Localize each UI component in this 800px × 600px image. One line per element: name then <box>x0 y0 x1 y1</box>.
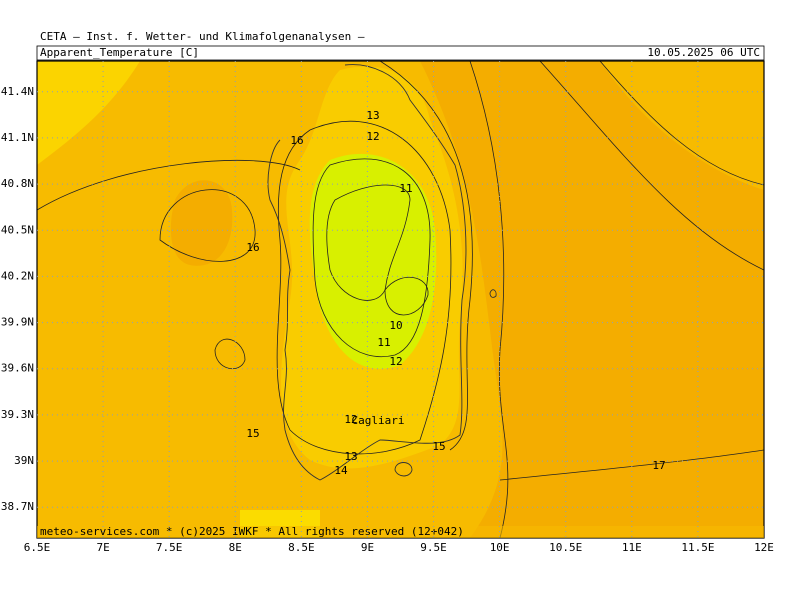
lon-tick-label: 12E <box>754 541 774 554</box>
contour-label: 15 <box>432 440 445 453</box>
contour-label: 14 <box>334 464 348 477</box>
contour-label: 16 <box>246 241 259 254</box>
contour-label: 15 <box>246 427 259 440</box>
source-title: CETA — Inst. f. Wetter- und Klimafolgena… <box>40 30 365 43</box>
lon-tick-label: 9.5E <box>420 541 447 554</box>
contour-label: 13 <box>344 450 357 463</box>
lat-tick-label: 41.4N <box>1 85 34 98</box>
lon-tick-label: 7.5E <box>156 541 183 554</box>
contour-label: 10 <box>389 319 402 332</box>
contour-label: 12 <box>389 355 402 368</box>
lon-tick-label: 6.5E <box>24 541 51 554</box>
lon-tick-label: 11.5E <box>681 541 714 554</box>
lon-tick-label: 8E <box>229 541 242 554</box>
lat-tick-label: 39.3N <box>1 408 34 421</box>
lat-tick-label: 40.2N <box>1 269 34 282</box>
footer: meteo-services.com * (c)2025 IWKF * All … <box>40 525 464 538</box>
lon-tick-label: 7E <box>96 541 109 554</box>
lat-tick-label: 40.8N <box>1 177 34 190</box>
place-label: Cagliari <box>352 414 405 427</box>
contour-label: 12 <box>344 413 357 426</box>
lon-tick-label: 8.5E <box>288 541 315 554</box>
footer-band <box>37 526 764 538</box>
valid-time: 10.05.2025 06 UTC <box>647 46 760 59</box>
contour-label: 12 <box>366 130 379 143</box>
parameter: Apparent_Temperature [C] <box>40 46 199 59</box>
lat-tick-label: 39.6N <box>1 362 34 375</box>
contour-label: 11 <box>377 336 390 349</box>
contour-label: 11 <box>399 182 412 195</box>
lon-tick-label: 10.5E <box>549 541 582 554</box>
lat-tick-label: 38.7N <box>1 500 34 513</box>
header-box <box>36 45 765 61</box>
lat-tick-label: 39N <box>14 454 34 467</box>
lon-tick-label: 10E <box>490 541 510 554</box>
map-field <box>37 61 764 538</box>
contour-label: 16 <box>290 134 303 147</box>
lat-tick-label: 40.5N <box>1 223 34 236</box>
lat-tick-label: 39.9N <box>1 316 34 329</box>
contour-label: 17 <box>652 459 665 472</box>
lat-tick-label: 41.1N <box>1 131 34 144</box>
lon-tick-label: 9E <box>361 541 374 554</box>
contour-label: 13 <box>366 109 379 122</box>
lon-tick-label: 11E <box>622 541 642 554</box>
